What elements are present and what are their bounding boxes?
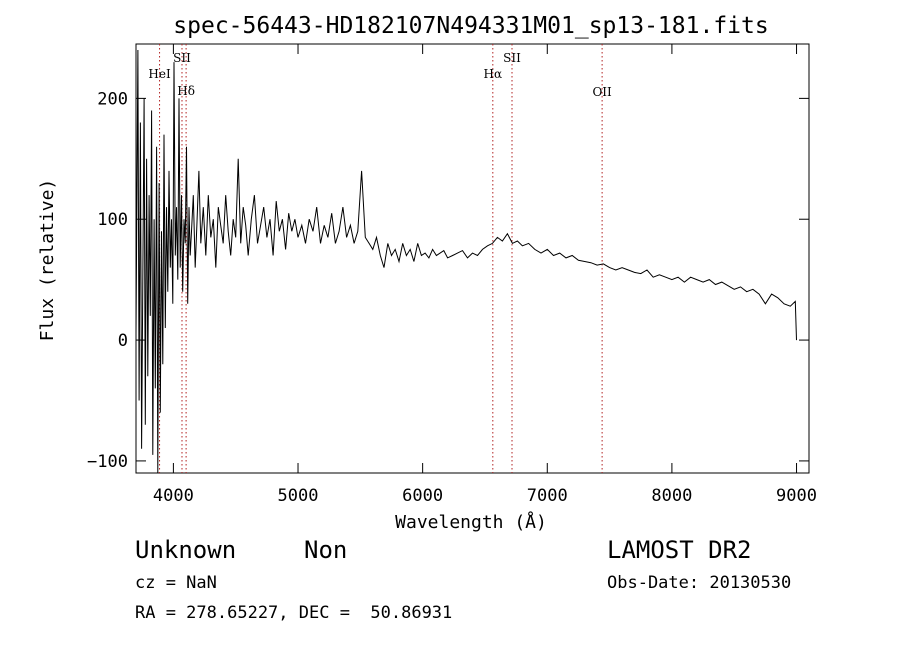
survey-label: LAMOST DR2 (607, 536, 752, 564)
axis-ticks: 4000 5000 6000 7000 8000 9000 −100 0 100 200 (87, 44, 817, 506)
x-axis-label: Wavelength (Å) (395, 511, 547, 533)
spectral-line-label: OII (592, 85, 612, 99)
x-tick-label: 8000 (651, 486, 692, 506)
redshift-label: cz = NaN (135, 573, 217, 593)
chart-title: spec-56443-HD182107N494331M01_sp13-181.f… (173, 13, 768, 39)
classification-label: Unknown (135, 536, 237, 564)
y-tick-label: −100 (87, 452, 128, 472)
y-tick-label: 200 (97, 89, 128, 109)
x-tick-label: 9000 (776, 486, 817, 506)
spectral-line-label: SII (173, 51, 191, 65)
spectral-line-label: SII (503, 51, 521, 65)
y-axis-label: Flux (relative) (37, 179, 58, 342)
x-tick-label: 7000 (527, 486, 568, 506)
spectral-line-label: Hα (484, 67, 503, 81)
subclass-label: Non (304, 536, 348, 564)
y-tick-label: 100 (97, 210, 128, 230)
coordinates-label: RA = 278.65227, DEC = 50.86931 (135, 603, 453, 623)
spectral-line-label: HeI (148, 67, 171, 81)
x-tick-label: 6000 (402, 486, 443, 506)
x-tick-label: 4000 (153, 486, 194, 506)
spectral-line-label: Hδ (177, 84, 195, 98)
x-tick-label: 5000 (278, 486, 319, 506)
spectrum-line (135, 49, 797, 474)
plot-frame (135, 43, 810, 474)
obs-date-label: Obs-Date: 20130530 (607, 573, 792, 593)
y-tick-label: 0 (118, 331, 128, 351)
